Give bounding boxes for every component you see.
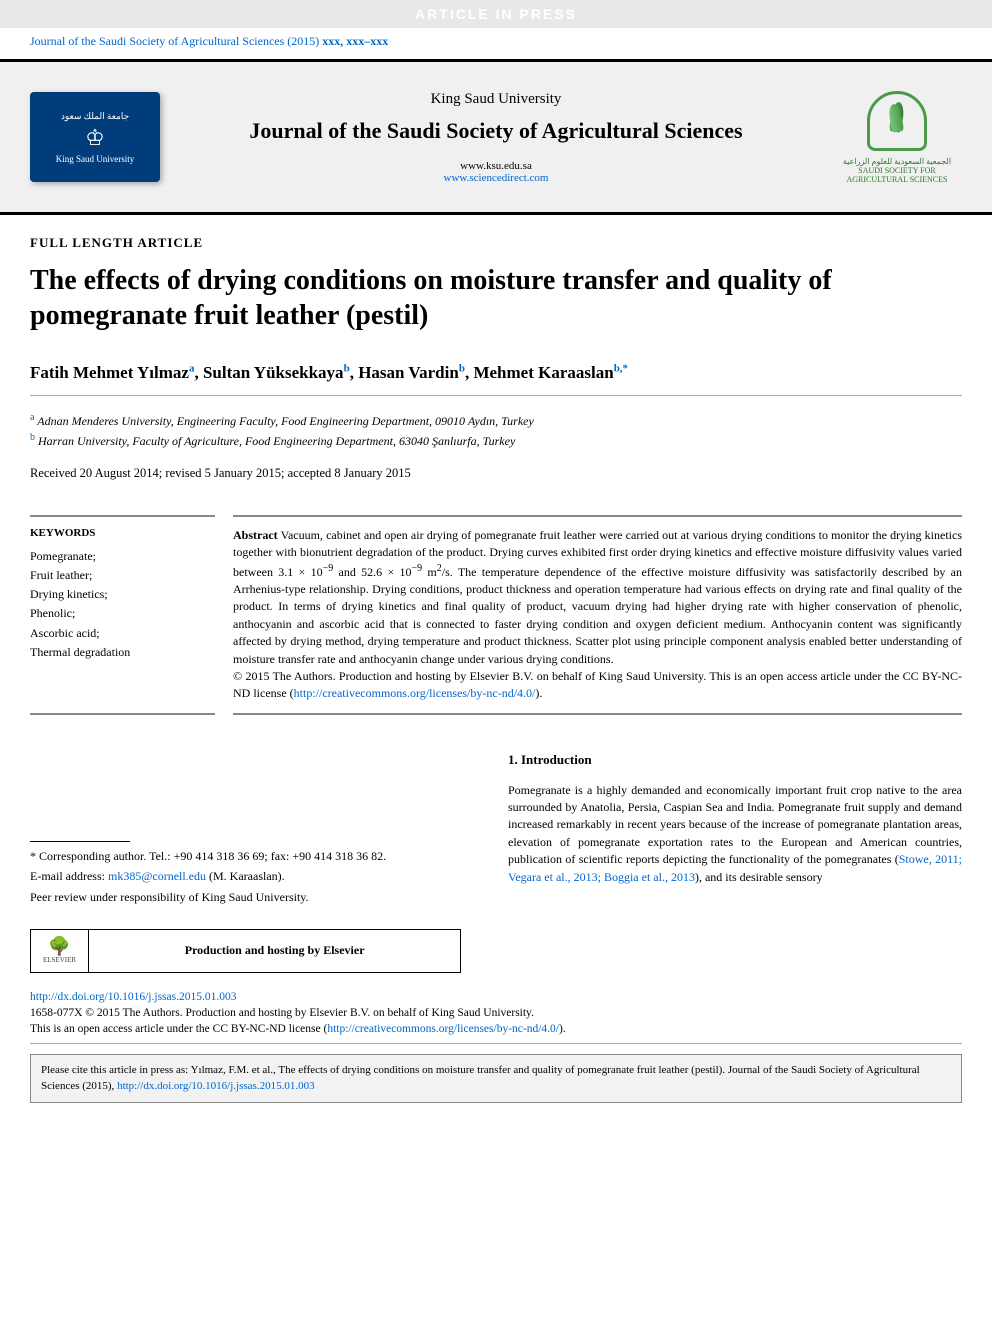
keyword-item: Fruit leather; [30,566,207,585]
right-column: 1. Introduction Pomegranate is a highly … [508,751,962,973]
article-type: FULL LENGTH ARTICLE [30,235,962,251]
keyword-item: Pomegranate; [30,547,207,566]
abstract-row: KEYWORDS Pomegranate; Fruit leather; Dry… [30,515,962,715]
shield-icon: ♔ [85,125,105,151]
keyword-item: Drying kinetics; [30,585,207,604]
footnote-rule [30,841,130,842]
author-1: Fatih Mehmet Yılmaz [30,363,189,382]
elsevier-label: ELSEVIER [43,955,76,965]
issn-line: 1658-077X © 2015 The Authors. Production… [30,1007,534,1019]
affiliation-a: a Adnan Menderes University, Engineering… [30,410,962,430]
article-title: The effects of drying conditions on mois… [30,263,962,333]
abstract-close: ). [535,686,542,700]
intro-paragraph: Pomegranate is a highly demanded and eco… [508,782,962,886]
society-ar: الجمعية السعودية للعلوم الزراعية [843,157,951,166]
header-url-sd[interactable]: www.sciencedirect.com [160,172,832,184]
abstract-text-3: m [422,565,437,579]
author-2: , Sultan Yüksekkaya [194,363,343,382]
abstract-text-2: and 52.6 × 10 [333,565,411,579]
society-en: SAUDI SOCIETY FOR AGRICULTURAL SCIENCES [832,166,962,184]
corr-email-line: E-mail address: mk385@cornell.edu (M. Ka… [30,868,484,885]
corr-email-link[interactable]: mk385@cornell.edu [108,869,206,883]
footer-block: http://dx.doi.org/10.1016/j.jssas.2015.0… [0,983,992,1037]
two-column-section: * Corresponding author. Tel.: +90 414 31… [30,751,962,973]
journal-header: جامعة الملك سعود ♔ King Saud University … [0,62,992,215]
abstract-exp-2: −9 [412,563,423,574]
corr-text: Corresponding author. Tel.: +90 414 318 … [36,849,386,863]
article-body: FULL LENGTH ARTICLE The effects of dryin… [0,215,992,983]
author-divider [30,395,962,396]
plant-icon [867,91,927,151]
ksu-logo-en: King Saud University [56,154,135,164]
keywords-box: KEYWORDS Pomegranate; Fruit leather; Dry… [30,515,215,715]
peer-review-note: Peer review under responsibility of King… [30,889,484,906]
production-text: Production and hosting by Elsevier [89,942,460,959]
cite-doi-link[interactable]: http://dx.doi.org/10.1016/j.jssas.2015.0… [117,1080,315,1092]
production-box: 🌳 ELSEVIER Production and hosting by Els… [30,929,461,973]
affiliations: a Adnan Menderes University, Engineering… [30,410,962,450]
abstract-exp-1: −9 [323,563,334,574]
article-in-press-bar: ARTICLE IN PRESS [0,0,992,28]
intro-text-pre: Pomegranate is a highly demanded and eco… [508,783,962,867]
oa-line-pre: This is an open access article under the… [30,1023,327,1035]
cc-license-link[interactable]: http://creativecommons.org/licenses/by-n… [294,686,536,700]
header-url-ksu: www.ksu.edu.sa [460,160,532,172]
author-4: , Mehmet Karaaslan [465,363,614,382]
abstract-box: Abstract Vacuum, cabinet and open air dr… [233,515,962,715]
society-logo: الجمعية السعودية للعلوم الزراعية SAUDI S… [832,82,962,192]
doi-link[interactable]: http://dx.doi.org/10.1016/j.jssas.2015.0… [30,991,236,1003]
top-reference: Journal of the Saudi Society of Agricult… [0,28,992,62]
oa-cc-link[interactable]: http://creativecommons.org/licenses/by-n… [327,1023,559,1035]
left-column: * Corresponding author. Tel.: +90 414 31… [30,751,484,973]
aff-b-text: Harran University, Faculty of Agricultur… [35,434,515,448]
keyword-item: Ascorbic acid; [30,624,207,643]
abstract-text-4: /s. The temperature dependence of the ef… [233,565,962,666]
affiliation-b: b Harran University, Faculty of Agricult… [30,430,962,450]
citation-box: Please cite this article in press as: Yı… [30,1054,962,1103]
keyword-item: Phenolic; [30,604,207,623]
author-4-aff[interactable]: b,* [614,362,628,374]
corresponding-author: * Corresponding author. Tel.: +90 414 31… [30,848,484,865]
footer-divider [30,1043,962,1044]
tree-icon: 🌳 [48,937,70,955]
oa-line-post: ). [559,1023,566,1035]
top-ref-journal: Journal of the Saudi Society of Agricult… [30,34,322,48]
header-journal-name: Journal of the Saudi Society of Agricult… [160,118,832,144]
abstract-label: Abstract [233,528,278,542]
header-center: King Saud University Journal of the Saud… [160,91,832,184]
article-dates: Received 20 August 2014; revised 5 Janua… [30,466,962,481]
keyword-item: Thermal degradation [30,643,207,662]
keywords-title: KEYWORDS [30,527,207,539]
ksu-logo-ar: جامعة الملك سعود [61,111,129,122]
ksu-logo: جامعة الملك سعود ♔ King Saud University [30,92,160,182]
email-label: E-mail address: [30,869,108,883]
top-ref-pages: xxx, xxx–xxx [322,34,388,48]
elsevier-logo: 🌳 ELSEVIER [31,930,89,972]
header-university: King Saud University [160,91,832,108]
email-suffix: (M. Karaaslan). [206,869,285,883]
author-3: , Hasan Vardin [350,363,459,382]
intro-heading: 1. Introduction [508,751,962,770]
header-urls: www.ksu.edu.sa www.sciencedirect.com [160,160,832,184]
aff-a-text: Adnan Menderes University, Engineering F… [34,414,533,428]
authors: Fatih Mehmet Yılmaza, Sultan Yüksekkayab… [30,361,962,385]
intro-text-post: ), and its desirable sensory [695,870,823,884]
